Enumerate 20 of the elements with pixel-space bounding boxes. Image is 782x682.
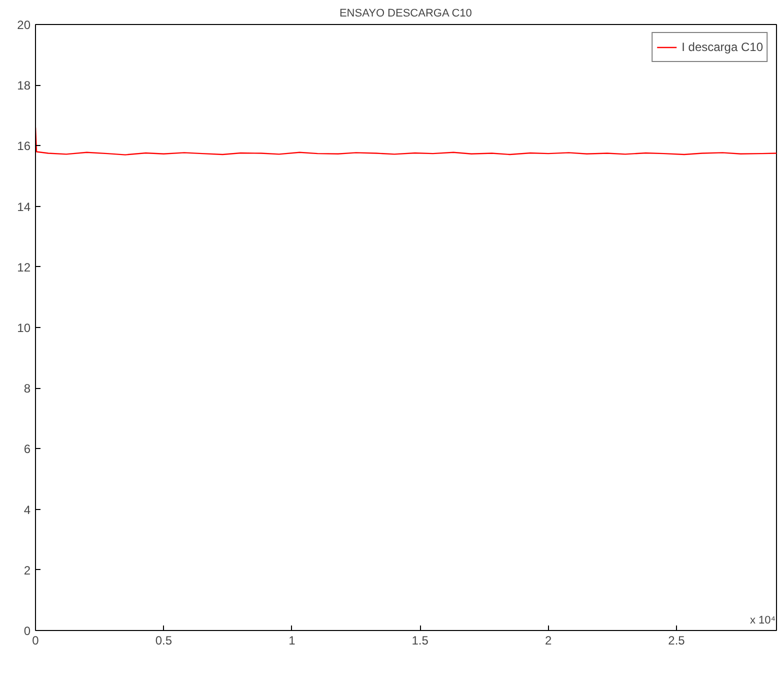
x-tick-label: 1 xyxy=(288,634,296,648)
x-tick-label: 0.5 xyxy=(155,634,172,648)
y-tick-label: 20 xyxy=(17,18,31,32)
x-tick-label: 0 xyxy=(32,634,40,648)
y-tick-label: 4 xyxy=(24,502,31,517)
legend-label: I descarga C10 xyxy=(682,40,763,54)
y-tick-label: 16 xyxy=(17,139,31,154)
y-tick-label: 12 xyxy=(17,260,31,274)
x-tick-label: 2.5 xyxy=(668,634,686,648)
y-tick-label: 0 xyxy=(24,624,31,638)
annotation: x 10⁴ xyxy=(750,614,776,626)
y-tick-label: 6 xyxy=(24,442,31,456)
chart-title: ENSAYO DESCARGA C10 xyxy=(339,8,472,20)
y-tick-label: 10 xyxy=(17,321,31,335)
x-tick-label: 1.5 xyxy=(412,634,429,648)
y-tick-label: 18 xyxy=(17,78,31,93)
y-tick-label: 2 xyxy=(24,563,31,578)
y-tick-label: 8 xyxy=(24,382,31,396)
y-tick-label: 14 xyxy=(17,200,31,214)
x-tick-label: 2 xyxy=(544,634,552,648)
